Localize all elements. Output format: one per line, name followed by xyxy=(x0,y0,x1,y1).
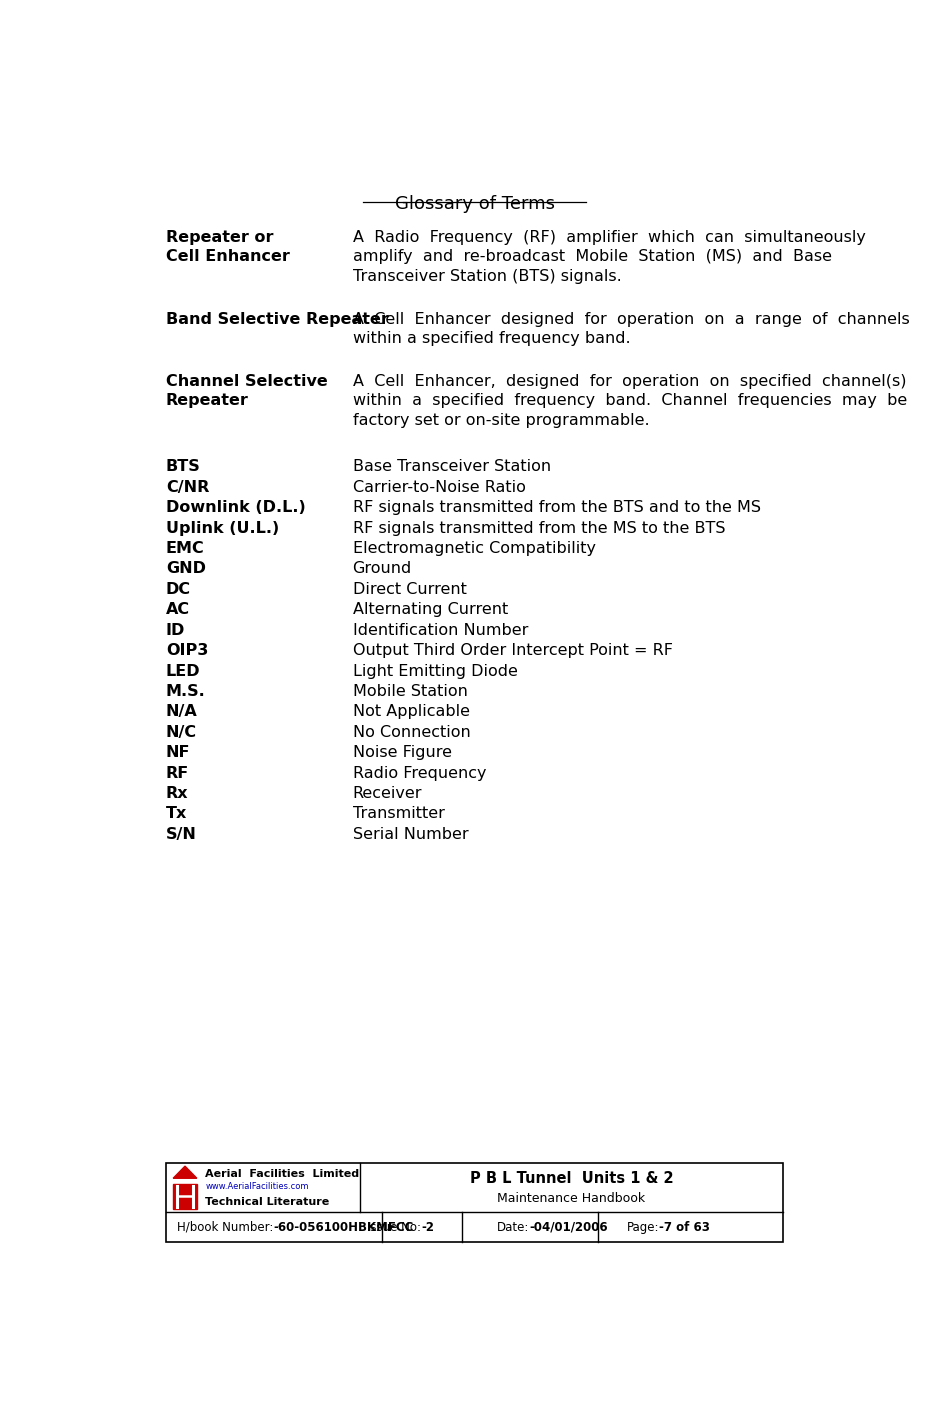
Bar xyxy=(166,1163,783,1242)
Text: Rx: Rx xyxy=(166,786,189,801)
Text: Direct Current: Direct Current xyxy=(353,582,467,596)
Text: AC: AC xyxy=(166,602,190,617)
Text: N/C: N/C xyxy=(166,725,197,739)
Text: OIP3: OIP3 xyxy=(166,643,208,658)
Text: Base Transceiver Station: Base Transceiver Station xyxy=(353,459,551,474)
Text: H/book Number:: H/book Number: xyxy=(177,1221,273,1233)
Text: Output Third Order Intercept Point = RF: Output Third Order Intercept Point = RF xyxy=(353,643,672,658)
Text: Aerial  Facilities  Limited: Aerial Facilities Limited xyxy=(206,1169,359,1179)
Text: Issue No:: Issue No: xyxy=(368,1221,421,1233)
Text: M.S.: M.S. xyxy=(166,685,206,699)
Text: Radio Frequency: Radio Frequency xyxy=(353,766,486,780)
Text: BTS: BTS xyxy=(166,459,201,474)
Text: within  a  specified  frequency  band.  Channel  frequencies  may  be: within a specified frequency band. Chann… xyxy=(353,393,907,408)
Text: Repeater or: Repeater or xyxy=(166,230,273,246)
Text: GND: GND xyxy=(166,561,206,577)
Text: Identification Number: Identification Number xyxy=(353,623,528,638)
Text: Maintenance Handbook: Maintenance Handbook xyxy=(497,1193,645,1205)
Text: DC: DC xyxy=(166,582,191,596)
Text: N/A: N/A xyxy=(166,704,198,720)
Text: -7 of 63: -7 of 63 xyxy=(659,1221,710,1233)
Text: within a specified frequency band.: within a specified frequency band. xyxy=(353,331,631,347)
Text: Uplink (U.L.): Uplink (U.L.) xyxy=(166,521,280,536)
Text: Page:: Page: xyxy=(627,1221,659,1233)
Text: Receiver: Receiver xyxy=(353,786,422,801)
Text: -60-056100HBKMFCC: -60-056100HBKMFCC xyxy=(273,1221,414,1233)
Polygon shape xyxy=(173,1166,197,1179)
Text: Carrier-to-Noise Ratio: Carrier-to-Noise Ratio xyxy=(353,480,525,495)
Text: ID: ID xyxy=(166,623,185,638)
Text: NF: NF xyxy=(166,745,191,760)
Text: EMC: EMC xyxy=(166,542,205,556)
Text: Mobile Station: Mobile Station xyxy=(353,685,468,699)
Text: Channel Selective: Channel Selective xyxy=(166,373,328,389)
Text: S/N: S/N xyxy=(166,826,197,842)
Text: Band Selective Repeater: Band Selective Repeater xyxy=(166,311,389,327)
Text: -04/01/2006: -04/01/2006 xyxy=(530,1221,608,1233)
Text: LED: LED xyxy=(166,664,201,679)
Bar xyxy=(173,1184,197,1209)
Text: P B L Tunnel  Units 1 & 2: P B L Tunnel Units 1 & 2 xyxy=(469,1170,673,1186)
Text: Downlink (D.L.): Downlink (D.L.) xyxy=(166,501,306,515)
Text: Cell Enhancer: Cell Enhancer xyxy=(166,250,290,264)
Text: -2: -2 xyxy=(421,1221,434,1233)
Text: Noise Figure: Noise Figure xyxy=(353,745,452,760)
Text: Serial Number: Serial Number xyxy=(353,826,469,842)
Text: No Connection: No Connection xyxy=(353,725,470,739)
Text: Repeater: Repeater xyxy=(166,393,249,408)
Text: Light Emitting Diode: Light Emitting Diode xyxy=(353,664,518,679)
Text: amplify  and  re-broadcast  Mobile  Station  (MS)  and  Base: amplify and re-broadcast Mobile Station … xyxy=(353,250,832,264)
Text: Transceiver Station (BTS) signals.: Transceiver Station (BTS) signals. xyxy=(353,269,621,283)
Text: RF: RF xyxy=(166,766,189,780)
Text: Alternating Current: Alternating Current xyxy=(353,602,507,617)
Text: Technical Literature: Technical Literature xyxy=(206,1197,330,1207)
Text: Tx: Tx xyxy=(166,807,187,822)
Text: A  Radio  Frequency  (RF)  amplifier  which  can  simultaneously: A Radio Frequency (RF) amplifier which c… xyxy=(353,230,866,246)
Text: Transmitter: Transmitter xyxy=(353,807,444,822)
Text: C/NR: C/NR xyxy=(166,480,209,495)
Text: www.AerialFacilities.com: www.AerialFacilities.com xyxy=(206,1183,309,1191)
Text: Not Applicable: Not Applicable xyxy=(353,704,469,720)
Text: A  Cell  Enhancer,  designed  for  operation  on  specified  channel(s): A Cell Enhancer, designed for operation … xyxy=(353,373,906,389)
Text: A  Cell  Enhancer  designed  for  operation  on  a  range  of  channels: A Cell Enhancer designed for operation o… xyxy=(353,311,909,327)
Text: factory set or on-site programmable.: factory set or on-site programmable. xyxy=(353,412,649,428)
Text: Ground: Ground xyxy=(353,561,412,577)
Text: Glossary of Terms: Glossary of Terms xyxy=(394,195,555,213)
Text: RF signals transmitted from the BTS and to the MS: RF signals transmitted from the BTS and … xyxy=(353,501,760,515)
Text: Electromagnetic Compatibility: Electromagnetic Compatibility xyxy=(353,542,595,556)
Text: Date:: Date: xyxy=(497,1221,530,1233)
Text: RF signals transmitted from the MS to the BTS: RF signals transmitted from the MS to th… xyxy=(353,521,725,536)
